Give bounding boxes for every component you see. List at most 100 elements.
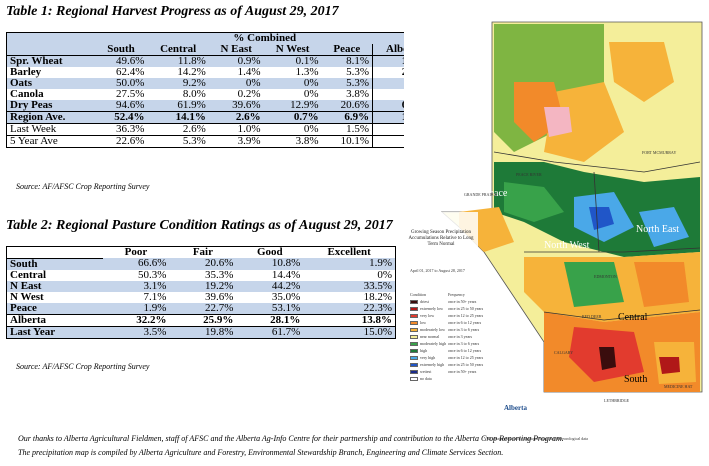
- col-header: Poor: [124, 246, 148, 258]
- legend-swatch: [410, 300, 418, 304]
- table-row: Canola 27.5% 8.0% 0.2% 0% 3.8% 7.2%: [7, 89, 436, 100]
- col-header: South: [94, 44, 148, 56]
- pasture-condition-table: Poor Fair Good Excellent South 66.6% 20.…: [6, 246, 396, 339]
- table1-title: Table 1: Regional Harvest Progress as of…: [6, 4, 339, 19]
- legend-item: extremely high once in 25 to 50 years: [410, 362, 484, 368]
- region-label-south: South: [624, 374, 648, 385]
- alberta-map-graphic: [404, 12, 704, 464]
- table-row: Last Week 36.3% 2.6% 1.0% 0% 1.5% 11.5%: [6, 123, 436, 136]
- col-header: Excellent: [327, 246, 371, 258]
- table-row: South 66.6% 20.6% 10.8% 1.9%: [6, 258, 396, 270]
- legend-item: moderately high once in 3 to 6 years: [410, 341, 480, 347]
- city-label: MEDICINE HAT: [664, 384, 693, 389]
- col-header: N West: [263, 44, 322, 56]
- legend-swatch: [410, 377, 418, 381]
- legend-condition: driest: [420, 299, 429, 304]
- col-header: Peace: [321, 44, 373, 56]
- table-row: Spr. Wheat 49.6% 11.8% 0.9% 0.1% 8.1% 16…: [6, 55, 436, 67]
- legend-swatch: [410, 321, 418, 325]
- legend-swatch: [410, 363, 418, 367]
- legend-swatch: [410, 314, 418, 318]
- map-legend-title: Growing Season Precipitation Accumulatio…: [408, 230, 474, 247]
- table-row: N East 3.1% 19.2% 44.2% 33.5%: [6, 280, 396, 292]
- city-label: LETHBRIDGE: [604, 398, 630, 403]
- legend-frequency: once in 50+ years: [448, 299, 477, 304]
- legend-item: very high once in 12 to 25 years: [410, 355, 484, 361]
- city-label: FORT MCMURRAY: [642, 150, 677, 155]
- legend-swatch: [410, 370, 418, 374]
- legend-item: extremely low once in 25 to 50 years: [410, 306, 484, 312]
- table2-title: Table 2: Regional Pasture Condition Rati…: [6, 218, 393, 233]
- table1-source: Source: AF/AFSC Crop Reporting Survey: [16, 182, 150, 191]
- footer-line-1: Our thanks to Alberta Agricultural Field…: [18, 434, 564, 443]
- legend-frequency: once in 25 to 50 years: [448, 362, 484, 367]
- table-row: Oats 50.0% 9.2% 0% 0% 5.3% 6.3%: [6, 78, 436, 89]
- region-label-peace: Peace: [484, 188, 508, 199]
- legend-condition: no data: [420, 376, 432, 381]
- legend-item: moderately low once in 3 to 6 years: [410, 327, 480, 333]
- legend-frequency: once in 3 years: [448, 334, 473, 339]
- legend-frequency: once in 25 to 50 years: [448, 306, 484, 311]
- col-header: Good: [257, 246, 283, 258]
- legend-swatch: [410, 328, 418, 332]
- legend-swatch: [410, 349, 418, 353]
- region-label-north-east: North East: [636, 224, 680, 235]
- table-row: Central 50.3% 35.3% 14.4% 0%: [10, 268, 392, 281]
- legend-swatch: [410, 342, 418, 346]
- city-label: CALGARY: [554, 350, 574, 355]
- legend-frequency: once in 6 to 12 years: [448, 320, 482, 325]
- legend-condition: wettest: [420, 369, 432, 374]
- legend-item: high once in 6 to 12 years: [410, 348, 482, 354]
- legend-condition: very low: [420, 313, 435, 318]
- footer-line-2: The precipitation map is compiled by Alb…: [18, 448, 504, 457]
- legend-condition: moderately high: [420, 341, 447, 346]
- region-label-central: Central: [618, 312, 648, 323]
- legend-frequency: once in 12 to 25 years: [448, 355, 484, 360]
- col-header: Fair: [192, 246, 213, 258]
- table-row: Alberta 32.2% 25.9% 28.1% 13.8%: [6, 313, 396, 327]
- city-label: GRANDE PRAIRIE: [464, 192, 498, 197]
- legend-condition: near normal: [420, 334, 440, 339]
- legend-item: near normal once in 3 years: [410, 334, 480, 340]
- col-header: Central: [147, 44, 209, 56]
- legend-item: driest once in 50+ years: [410, 299, 480, 305]
- legend-frequency: once in 3 to 6 years: [448, 341, 480, 346]
- table-row: Dry Peas 94.6% 61.9% 39.6% 12.9% 20.6% 6…: [6, 100, 436, 112]
- harvest-progress-table: % Combined South Central N East N West P…: [6, 32, 436, 148]
- legend-condition: extremely high: [420, 362, 445, 367]
- map-footnote: Visit weatherdata.ca for additional maps…: [484, 436, 588, 441]
- legend-frequency: once in 12 to 25 years: [448, 313, 484, 318]
- precipitation-map: Peace North West North East Central Sout…: [404, 12, 704, 464]
- table-row: Last Year 3.5% 19.8% 61.7% 15.0%: [6, 326, 396, 338]
- col-header: N East: [208, 44, 264, 56]
- legend-condition: extremely low: [420, 306, 443, 311]
- legend-header-frequency: Frequency: [448, 292, 465, 297]
- map-legend-date: April 01, 2017 to August 28, 2017: [410, 268, 465, 273]
- legend-header-condition: Condition: [410, 292, 427, 297]
- legend-swatch: [410, 335, 418, 339]
- legend-item: no data: [410, 376, 480, 382]
- legend-swatch: [410, 356, 418, 360]
- city-label: EDMONTON: [594, 274, 617, 279]
- legend-frequency: once in 50+ years: [448, 369, 477, 374]
- legend-frequency: once in 3 to 6 years: [448, 327, 480, 332]
- legend-condition: high: [420, 348, 428, 353]
- table-row: N West 7.1% 39.6% 35.0% 18.2%: [10, 290, 392, 303]
- legend-item: wettest once in 50+ years: [410, 369, 480, 375]
- alberta-logo: Alberta: [504, 404, 527, 412]
- city-label: RED DEER: [582, 314, 602, 319]
- legend-condition: very high: [420, 355, 436, 360]
- legend-condition: low: [420, 320, 426, 325]
- legend-swatch: [410, 307, 418, 311]
- legend-item: very low once in 12 to 25 years: [410, 313, 484, 319]
- table2-source: Source: AF/AFSC Crop Reporting Survey: [16, 362, 150, 371]
- region-label-north-west: North West: [544, 240, 590, 251]
- legend-condition: moderately low: [420, 327, 445, 332]
- table-row: Peace 1.9% 22.7% 53.1% 22.3%: [6, 302, 396, 314]
- table-row: Region Ave. 52.4% 14.1% 2.6% 0.7% 6.9% 1…: [6, 111, 436, 124]
- legend-frequency: once in 6 to 12 years: [448, 348, 482, 353]
- legend-item: low once in 6 to 12 years: [410, 320, 482, 326]
- table-row: Barley 62.4% 14.2% 1.4% 1.3% 5.3% 24.8%: [7, 67, 436, 78]
- table-row: 5 Year Ave 22.6% 5.3% 3.9% 3.8% 10.1% 10…: [6, 135, 436, 148]
- city-label: PEACE RIVER: [516, 172, 542, 177]
